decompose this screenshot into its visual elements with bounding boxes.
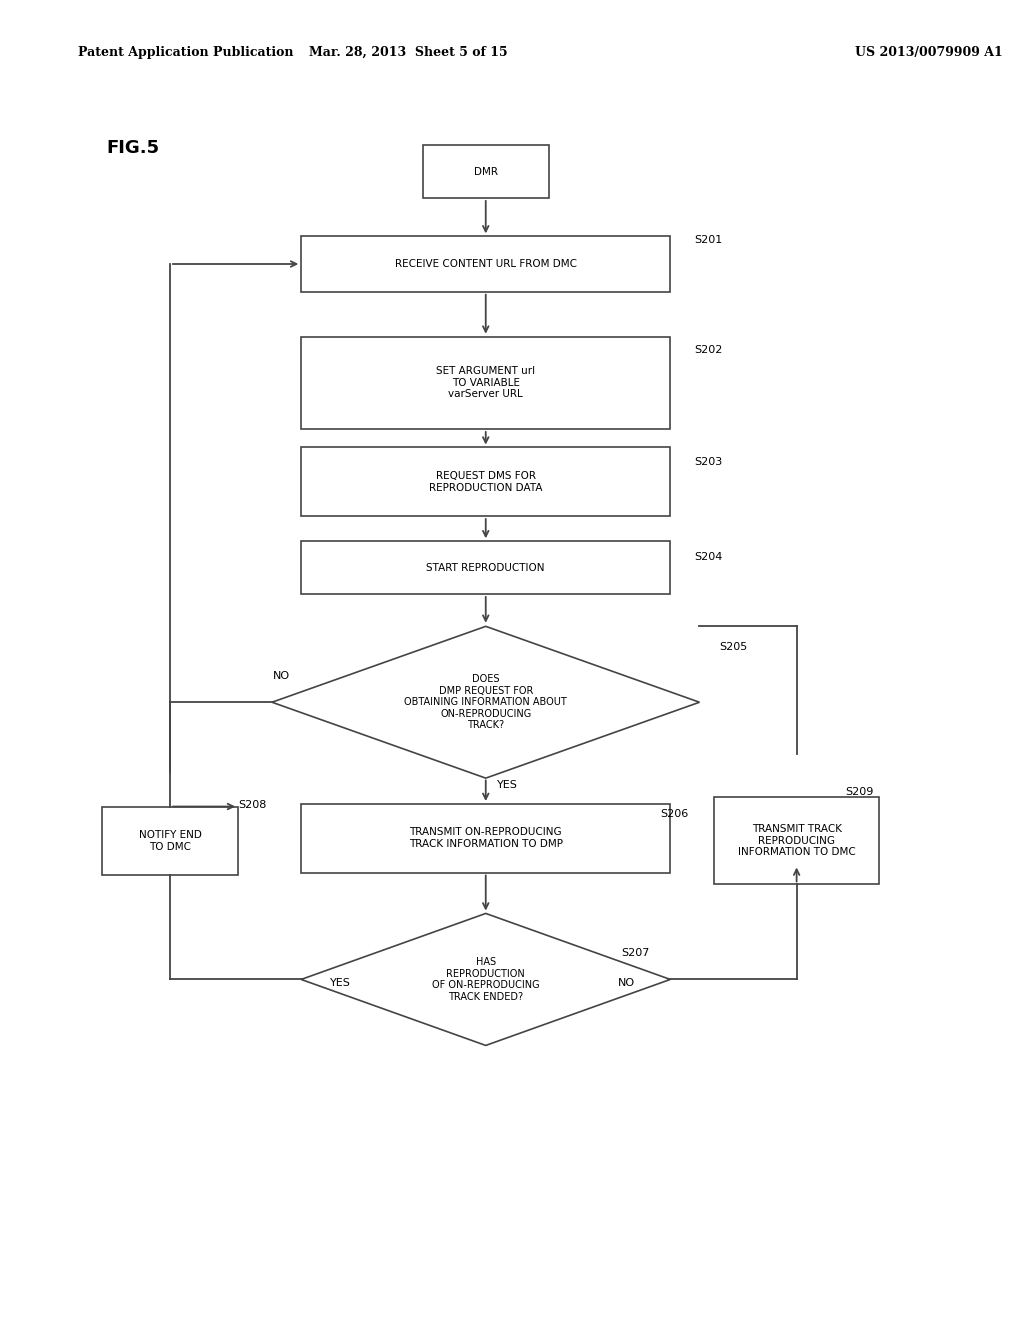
FancyBboxPatch shape (301, 337, 671, 429)
Polygon shape (272, 626, 699, 777)
Text: RECEIVE CONTENT URL FROM DMC: RECEIVE CONTENT URL FROM DMC (394, 259, 577, 269)
Text: Mar. 28, 2013  Sheet 5 of 15: Mar. 28, 2013 Sheet 5 of 15 (308, 46, 507, 59)
Text: S201: S201 (694, 235, 723, 246)
FancyBboxPatch shape (102, 807, 238, 875)
Text: YES: YES (330, 978, 350, 989)
Text: S203: S203 (694, 457, 723, 467)
Text: YES: YES (497, 780, 517, 791)
FancyBboxPatch shape (301, 447, 671, 516)
Text: NOTIFY END
TO DMC: NOTIFY END TO DMC (138, 830, 202, 851)
Text: NO: NO (618, 978, 635, 989)
FancyBboxPatch shape (301, 236, 671, 292)
FancyBboxPatch shape (714, 797, 880, 884)
FancyBboxPatch shape (301, 804, 671, 873)
Text: Patent Application Publication: Patent Application Publication (78, 46, 293, 59)
Text: DOES
DMP REQUEST FOR
OBTAINING INFORMATION ABOUT
ON-REPRODUCING
TRACK?: DOES DMP REQUEST FOR OBTAINING INFORMATI… (404, 675, 567, 730)
Text: SET ARGUMENT url
TO VARIABLE
varServer URL: SET ARGUMENT url TO VARIABLE varServer U… (436, 366, 536, 400)
Text: S209: S209 (845, 787, 873, 797)
Text: FIG.5: FIG.5 (106, 139, 160, 157)
Text: TRANSMIT TRACK
REPRODUCING
INFORMATION TO DMC: TRANSMIT TRACK REPRODUCING INFORMATION T… (737, 824, 855, 858)
FancyBboxPatch shape (301, 541, 671, 594)
Text: S205: S205 (719, 642, 748, 652)
Polygon shape (301, 913, 671, 1045)
Text: S207: S207 (622, 948, 650, 958)
Text: START REPRODUCTION: START REPRODUCTION (426, 562, 545, 573)
Text: NO: NO (273, 671, 290, 681)
Text: US 2013/0079909 A1: US 2013/0079909 A1 (855, 46, 1002, 59)
Text: TRANSMIT ON-REPRODUCING
TRACK INFORMATION TO DMP: TRANSMIT ON-REPRODUCING TRACK INFORMATIO… (409, 828, 563, 849)
Text: S208: S208 (238, 800, 266, 810)
Text: S202: S202 (694, 345, 723, 355)
Text: REQUEST DMS FOR
REPRODUCTION DATA: REQUEST DMS FOR REPRODUCTION DATA (429, 471, 543, 492)
Text: HAS
REPRODUCTION
OF ON-REPRODUCING
TRACK ENDED?: HAS REPRODUCTION OF ON-REPRODUCING TRACK… (432, 957, 540, 1002)
Text: S204: S204 (694, 552, 723, 562)
Text: DMR: DMR (474, 166, 498, 177)
Text: S206: S206 (660, 809, 689, 820)
FancyBboxPatch shape (423, 145, 549, 198)
